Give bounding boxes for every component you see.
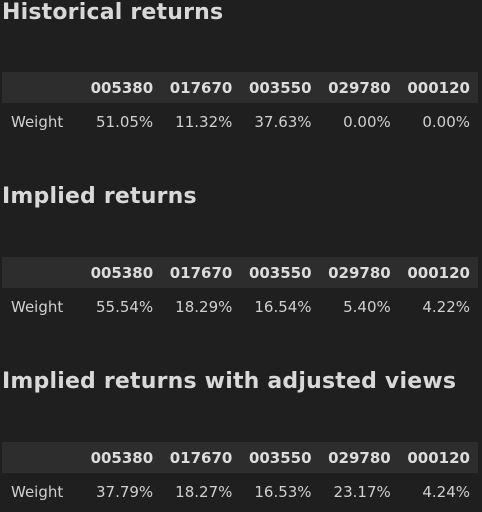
column-header: 029780 bbox=[328, 263, 391, 282]
weights-table: 005380 017670 003550 029780 000120 Weigh… bbox=[2, 72, 478, 141]
column-header: 017670 bbox=[169, 78, 233, 97]
weights-table: 005380 017670 003550 029780 000120 Weigh… bbox=[2, 442, 478, 511]
table-row: Weight 37.79% 18.27% 16.53% 23.17% 4.24% bbox=[2, 473, 478, 511]
column-header: 029780 bbox=[328, 78, 391, 97]
column-header: 003550 bbox=[248, 78, 312, 97]
weight-cell: 18.29% bbox=[175, 298, 233, 316]
column-header: 005380 bbox=[90, 448, 154, 467]
column-header: 029780 bbox=[328, 448, 391, 467]
weight-cell: 4.24% bbox=[422, 483, 470, 501]
weight-cell: 23.17% bbox=[333, 483, 391, 501]
weight-cell: 16.53% bbox=[254, 483, 312, 501]
corner-cell bbox=[2, 72, 82, 103]
row-label: Weight bbox=[11, 298, 64, 316]
column-header: 003550 bbox=[248, 448, 312, 467]
table-header-row: 005380 017670 003550 029780 000120 bbox=[2, 257, 478, 288]
table-row: Weight 51.05% 11.32% 37.63% 0.00% 0.00% bbox=[2, 103, 478, 141]
column-header: 017670 bbox=[169, 263, 233, 282]
weight-cell: 16.54% bbox=[254, 298, 312, 316]
weight-cell: 51.05% bbox=[95, 113, 154, 131]
weight-cell: 11.32% bbox=[175, 113, 233, 131]
section-title: Implied returns with adjusted views bbox=[2, 369, 457, 394]
weights-table: 005380 017670 003550 029780 000120 Weigh… bbox=[2, 257, 478, 326]
table-row: Weight 55.54% 18.29% 16.54% 5.40% 4.22% bbox=[2, 288, 478, 326]
weight-cell: 4.22% bbox=[422, 298, 470, 316]
weight-cell: 37.63% bbox=[254, 113, 312, 131]
weight-cell: 0.00% bbox=[343, 113, 391, 131]
row-label: Weight bbox=[11, 483, 64, 501]
table-header-row: 005380 017670 003550 029780 000120 bbox=[2, 72, 478, 103]
column-header: 000120 bbox=[407, 263, 470, 282]
row-label: Weight bbox=[11, 113, 64, 131]
column-header: 005380 bbox=[90, 78, 154, 97]
weight-cell: 37.79% bbox=[95, 483, 154, 501]
table-header-row: 005380 017670 003550 029780 000120 bbox=[2, 442, 478, 473]
corner-cell bbox=[2, 442, 82, 473]
section-title: Implied returns bbox=[2, 184, 197, 209]
section-title: Historical returns bbox=[2, 0, 224, 25]
column-header: 017670 bbox=[169, 448, 233, 467]
column-header: 003550 bbox=[248, 263, 312, 282]
weight-cell: 55.54% bbox=[95, 298, 154, 316]
weight-cell: 0.00% bbox=[422, 113, 470, 131]
weight-cell: 18.27% bbox=[175, 483, 233, 501]
column-header: 000120 bbox=[407, 448, 470, 467]
column-header: 000120 bbox=[407, 78, 470, 97]
column-header: 005380 bbox=[90, 263, 154, 282]
corner-cell bbox=[2, 257, 82, 288]
weight-cell: 5.40% bbox=[343, 298, 391, 316]
